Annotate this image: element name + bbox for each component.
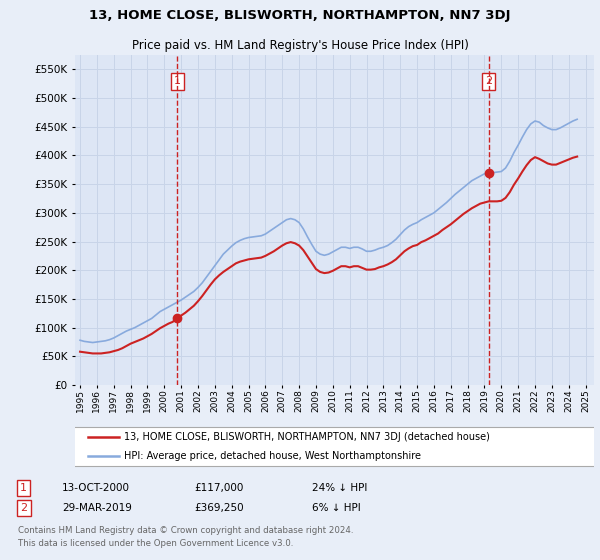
Text: 13, HOME CLOSE, BLISWORTH, NORTHAMPTON, NN7 3DJ (detached house): 13, HOME CLOSE, BLISWORTH, NORTHAMPTON, …: [124, 432, 490, 442]
Text: 29-MAR-2019: 29-MAR-2019: [62, 503, 132, 513]
Text: 1: 1: [20, 483, 27, 493]
Text: 1: 1: [174, 76, 181, 86]
Text: 2: 2: [485, 76, 492, 86]
Text: 13-OCT-2000: 13-OCT-2000: [62, 483, 130, 493]
Text: Price paid vs. HM Land Registry's House Price Index (HPI): Price paid vs. HM Land Registry's House …: [131, 39, 469, 52]
Text: £369,250: £369,250: [194, 503, 244, 513]
Text: 13, HOME CLOSE, BLISWORTH, NORTHAMPTON, NN7 3DJ: 13, HOME CLOSE, BLISWORTH, NORTHAMPTON, …: [89, 9, 511, 22]
Text: Contains HM Land Registry data © Crown copyright and database right 2024.
This d: Contains HM Land Registry data © Crown c…: [18, 526, 353, 548]
FancyBboxPatch shape: [73, 427, 596, 466]
Text: 6% ↓ HPI: 6% ↓ HPI: [312, 503, 361, 513]
Text: £117,000: £117,000: [194, 483, 244, 493]
Text: HPI: Average price, detached house, West Northamptonshire: HPI: Average price, detached house, West…: [124, 451, 421, 461]
Text: 2: 2: [20, 503, 27, 513]
Text: 24% ↓ HPI: 24% ↓ HPI: [312, 483, 367, 493]
